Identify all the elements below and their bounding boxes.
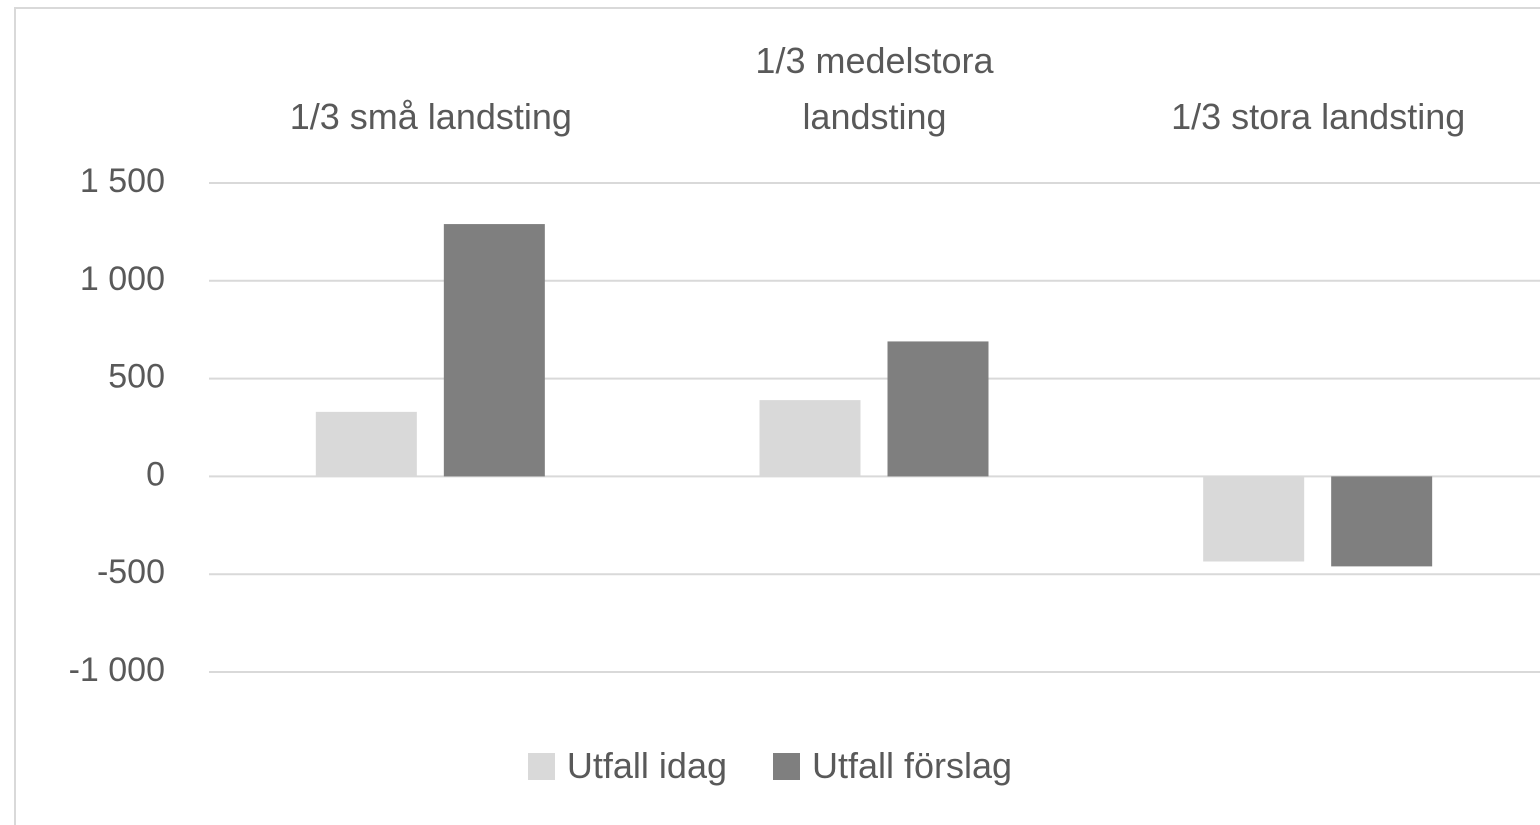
y-tick-label: 1 000 (80, 260, 165, 298)
y-tick-label: 0 (146, 455, 165, 493)
bar (887, 341, 989, 477)
legend-item: Utfall förslag (773, 745, 1012, 787)
category-label: 1/3 medelstora landsting (755, 40, 994, 137)
y-tick-label: 500 (108, 358, 165, 396)
bar (759, 400, 861, 477)
bar (1331, 476, 1433, 567)
bar (315, 411, 417, 477)
y-tick-label: -500 (97, 553, 165, 591)
legend-swatch (527, 752, 555, 780)
legend: Utfall idag Utfall förslag (0, 745, 1540, 787)
chart-frame (14, 7, 1540, 825)
y-tick-label: -1 000 (69, 651, 165, 689)
legend-label: Utfall idag (566, 745, 727, 786)
legend-swatch (773, 752, 800, 780)
legend-label: Utfall förslag (812, 745, 1013, 786)
category-label: 1/3 små landsting (289, 96, 572, 137)
bar (443, 224, 545, 477)
bar (1203, 476, 1305, 562)
legend-item: Utfall idag (527, 745, 727, 787)
y-tick-label: 1 500 (80, 162, 165, 200)
category-label: 1/3 stora landsting (1171, 96, 1466, 137)
